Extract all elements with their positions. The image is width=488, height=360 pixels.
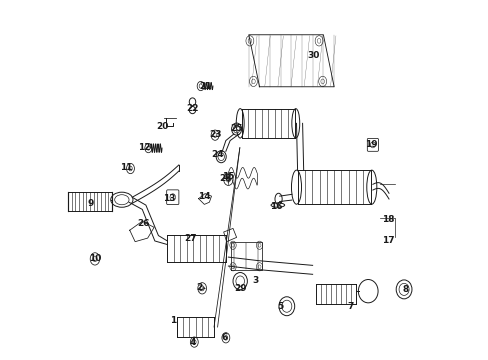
Text: 16: 16 bbox=[270, 202, 283, 211]
Text: 9: 9 bbox=[88, 199, 94, 208]
Text: 25: 25 bbox=[230, 123, 243, 132]
Text: 24: 24 bbox=[211, 150, 224, 159]
Text: 28: 28 bbox=[219, 174, 232, 183]
Text: 20: 20 bbox=[156, 122, 168, 131]
Text: 3: 3 bbox=[252, 276, 258, 285]
Text: 8: 8 bbox=[402, 285, 408, 294]
Text: 7: 7 bbox=[346, 302, 353, 311]
Text: 6: 6 bbox=[221, 333, 227, 342]
Text: 30: 30 bbox=[306, 51, 319, 60]
Text: 13: 13 bbox=[163, 194, 175, 203]
Text: 1: 1 bbox=[169, 316, 176, 325]
Text: 11: 11 bbox=[120, 163, 132, 172]
Text: 26: 26 bbox=[137, 219, 149, 228]
Text: 5: 5 bbox=[277, 302, 283, 311]
Text: 4: 4 bbox=[189, 338, 195, 347]
Text: 17: 17 bbox=[381, 236, 393, 245]
Text: 2: 2 bbox=[196, 283, 203, 292]
Text: 29: 29 bbox=[233, 284, 246, 293]
Text: 18: 18 bbox=[381, 215, 393, 224]
Text: 22: 22 bbox=[186, 104, 198, 113]
Text: 10: 10 bbox=[89, 254, 102, 263]
Text: 21: 21 bbox=[199, 82, 211, 91]
Text: 19: 19 bbox=[365, 140, 377, 149]
Text: 12: 12 bbox=[138, 143, 150, 152]
Text: 14: 14 bbox=[198, 192, 210, 201]
Text: 23: 23 bbox=[208, 130, 221, 139]
Text: 15: 15 bbox=[222, 172, 234, 181]
Text: 27: 27 bbox=[184, 234, 197, 243]
